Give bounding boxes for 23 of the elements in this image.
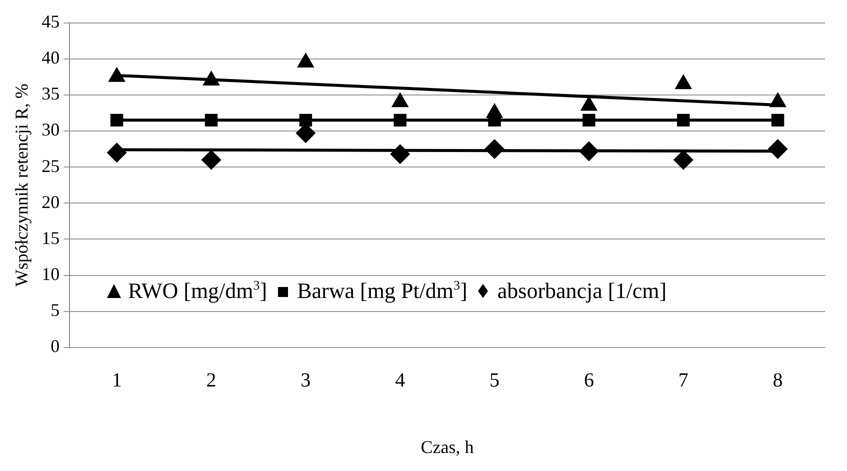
x-tick-label: 2: [206, 370, 216, 392]
y-tick-label: 0: [50, 336, 60, 356]
x-tick-label: 7: [678, 370, 688, 392]
legend-label: Barwa [mg Pt/dm$^{3}$]: [297, 278, 468, 304]
y-tick-label: 10: [42, 264, 60, 284]
y-tick-label: 20: [42, 192, 60, 212]
y-tick-label: 35: [42, 84, 60, 104]
x-tick-label: 8: [772, 370, 783, 392]
legend-label: RWO [mg/dm$^{3}$]: [128, 278, 268, 304]
y-tick-label: 40: [42, 48, 60, 68]
x-tick-label: 4: [395, 370, 406, 392]
x-tick-label: 5: [490, 370, 500, 392]
y-tick-label: 25: [42, 156, 60, 176]
y-tick-label: 15: [42, 228, 60, 248]
x-tick-label: 6: [584, 370, 594, 392]
y-tick-label: 45: [42, 12, 60, 32]
legend-label: absorbancja [1/cm]: [497, 278, 667, 303]
y-axis-title: Współczynnik retencji R, %: [12, 84, 32, 287]
x-axis-title: Czas, h: [420, 436, 474, 457]
y-tick-label: 5: [50, 300, 60, 320]
x-tick-label: 3: [300, 370, 311, 392]
x-tick-label: 1: [112, 370, 122, 392]
y-tick-label: 30: [42, 120, 60, 140]
